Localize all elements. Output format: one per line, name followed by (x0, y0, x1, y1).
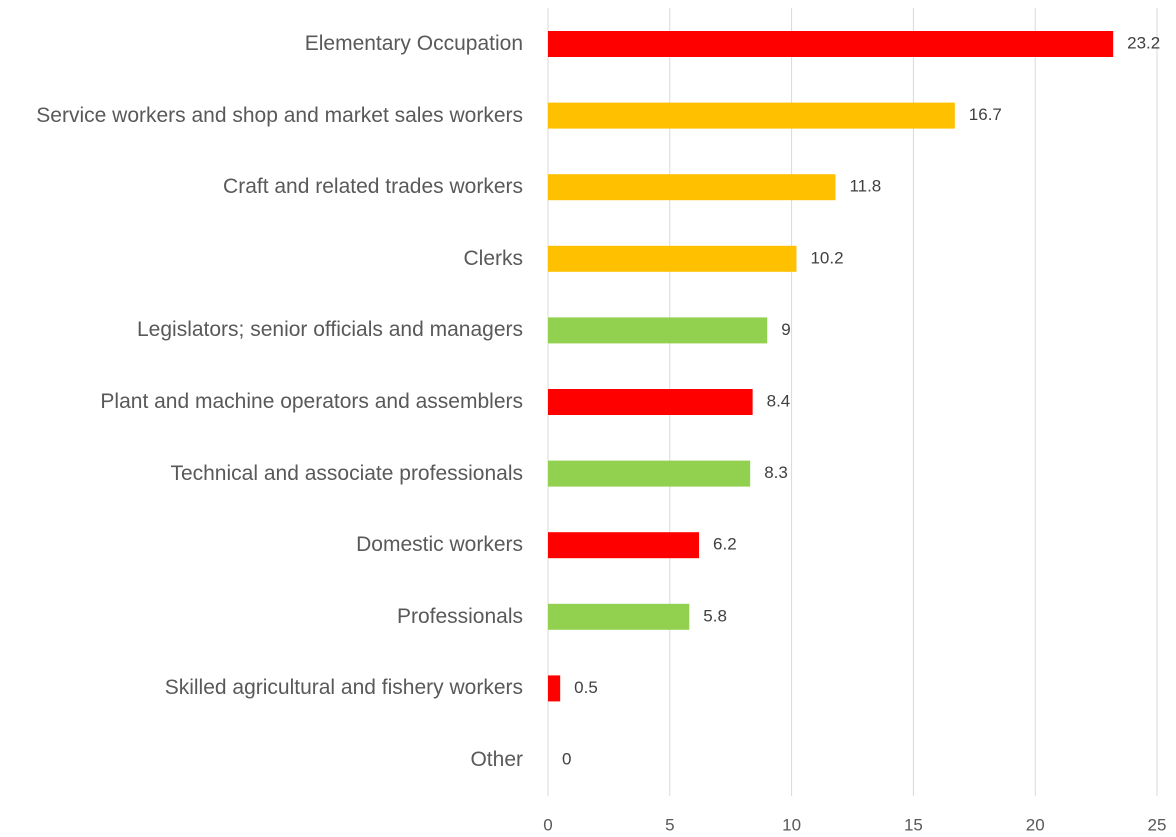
value-label: 23.2 (1127, 33, 1160, 52)
x-tick-label: 15 (904, 815, 923, 834)
value-label: 8.3 (764, 463, 788, 482)
y-tick-label: Craft and related trades workers (223, 175, 523, 199)
bar (548, 31, 1114, 57)
x-tick-label: 10 (782, 815, 801, 834)
bar (548, 460, 751, 487)
bar (548, 675, 561, 702)
value-label: 10.2 (810, 248, 843, 267)
category-label-box: Craft and related trades workers (3, 172, 523, 202)
category-label-box: Elementary Occupation (3, 29, 523, 59)
y-tick-label: Legislators; senior officials and manage… (137, 318, 523, 342)
category-label-box: Professionals (3, 602, 523, 632)
value-label: 16.7 (969, 105, 1002, 124)
value-label: 0 (562, 749, 571, 768)
x-tick-label: 20 (1026, 815, 1045, 834)
value-label: 0.5 (574, 678, 598, 697)
bar (548, 603, 690, 630)
category-label-box: Service workers and shop and market sale… (3, 101, 523, 131)
y-tick-label: Technical and associate professionals (170, 461, 523, 485)
y-tick-label: Elementary Occupation (304, 32, 523, 55)
y-tick-label: Domestic workers (356, 533, 523, 557)
category-label-box: Other (3, 745, 523, 775)
bar (548, 532, 700, 559)
category-label-box: Legislators; senior officials and manage… (3, 315, 523, 345)
x-tick-label: 25 (1148, 815, 1167, 834)
category-label-box: Technical and associate professionals (3, 459, 523, 489)
y-tick-label: Other (470, 748, 523, 771)
y-tick-label: Skilled agricultural and fishery workers (164, 676, 523, 700)
x-tick-label: 5 (665, 815, 674, 834)
value-label: 9 (781, 320, 790, 339)
bar (548, 174, 836, 201)
value-label: 8.4 (767, 391, 791, 410)
category-label-box: Domestic workers (3, 530, 523, 560)
x-tick-label: 0 (543, 815, 552, 834)
category-label-box: Plant and machine operators and assemble… (3, 387, 523, 417)
bar (548, 245, 797, 272)
value-label: 5.8 (703, 606, 727, 625)
category-label-box: Clerks (3, 244, 523, 274)
value-label: 11.8 (849, 177, 881, 196)
bar (548, 102, 955, 129)
value-label: 6.2 (713, 535, 737, 554)
y-tick-label: Service workers and shop and market sale… (36, 103, 523, 127)
y-tick-label: Plant and machine operators and assemble… (100, 390, 523, 413)
category-label-box: Skilled agricultural and fishery workers (3, 673, 523, 703)
y-tick-label: Professionals (396, 604, 523, 628)
bar (548, 389, 753, 415)
bar (548, 317, 768, 344)
y-tick-label: Clerks (463, 246, 523, 270)
